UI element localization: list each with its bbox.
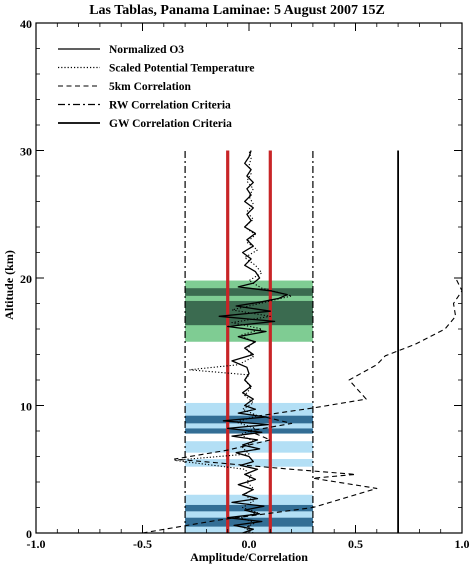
data-series	[142, 150, 463, 534]
legend-label-0: Normalized O3	[109, 44, 184, 56]
legend-label-2: 5km Correlation	[109, 81, 191, 93]
legend-label-4: GW Correlation Criteria	[109, 118, 232, 130]
y-tick-label-2: 20	[20, 272, 32, 286]
y-tick-label-0: 0	[26, 527, 32, 541]
legend-label-1: Scaled Potential Temperature	[109, 63, 254, 75]
x-tick-label-2: 0.0	[242, 537, 257, 551]
x-tick-label-1: -0.5	[133, 537, 152, 551]
series-5km-correlation	[142, 277, 463, 534]
legend-label-3: RW Correlation Criteria	[109, 100, 231, 112]
x-tick-label-4: 1.0	[455, 537, 470, 551]
y-axis-label: Altitude (km)	[2, 250, 16, 320]
y-tick-label-3: 30	[20, 145, 32, 159]
x-tick-label-0: -1.0	[27, 537, 46, 551]
criteria-lines	[184, 150, 400, 533]
x-axis-label: Amplitude/Correlation	[190, 550, 308, 564]
axes: -1.0 -0.5 0.0 0.5 1.0 0 10 20 30 40	[20, 17, 470, 551]
band-blue-dark-9	[185, 504, 313, 512]
band-green-dark-1	[185, 288, 313, 296]
legend: Normalized O3 Scaled Potential Temperatur…	[58, 44, 254, 130]
band-blue-dark-10	[185, 517, 313, 527]
series-scaled-potential-temperature	[173, 150, 293, 534]
chart-title: Las Tablas, Panama Laminae: 5 August 200…	[89, 3, 385, 18]
y-tick-label-1: 10	[20, 400, 32, 414]
band-blue-dark-6	[185, 415, 313, 424]
y-tick-label-4: 40	[20, 17, 32, 31]
x-tick-label-3: 0.5	[348, 537, 363, 551]
